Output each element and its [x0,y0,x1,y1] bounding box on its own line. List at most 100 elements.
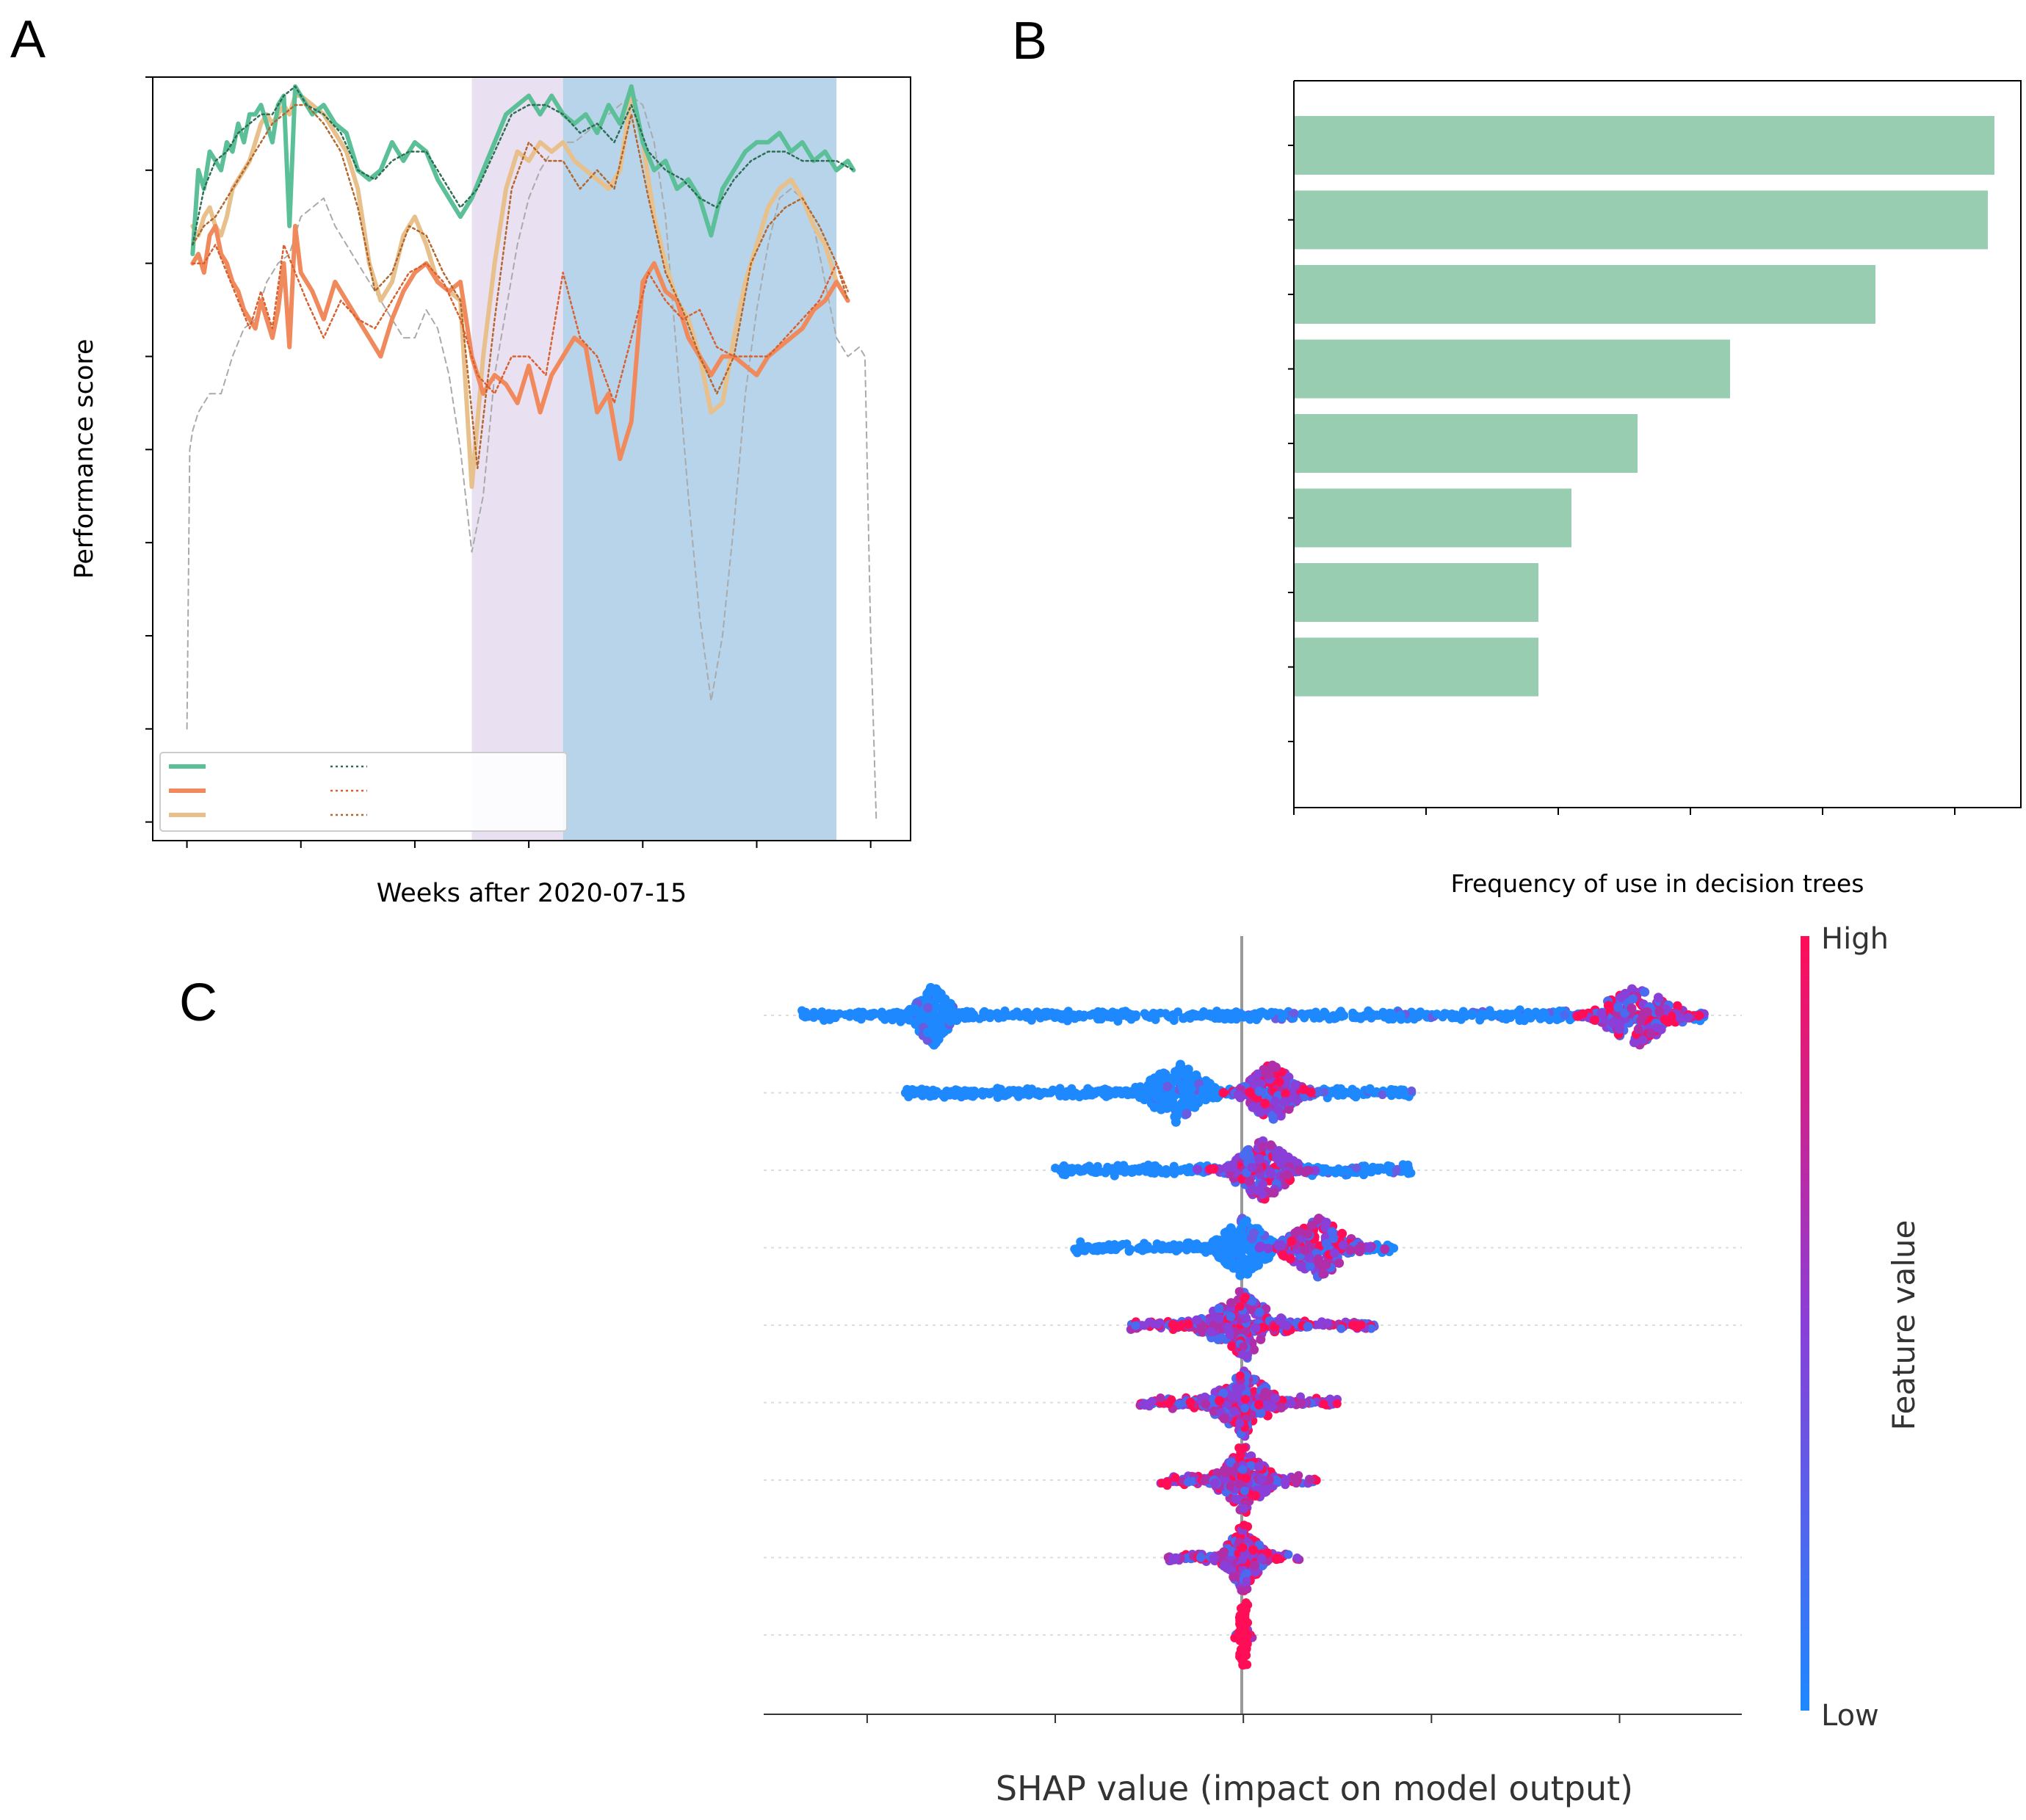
shap-point [1378,1090,1387,1100]
shap-point [1234,1287,1244,1297]
shap-point [1638,1035,1648,1045]
shap-point [1145,1012,1154,1022]
shap-point [1642,1007,1652,1017]
shap-point [1159,1071,1169,1081]
shap-point [1314,1214,1324,1224]
shap-point [1280,1476,1290,1486]
shap-point [1191,1070,1201,1080]
shap-point [1238,1350,1247,1359]
shap-point [979,1008,988,1018]
shap-point [1321,1239,1331,1249]
shap-point [1653,993,1663,1003]
shap-point [1009,1009,1019,1019]
shap-point [1432,1009,1441,1019]
shap-point [905,1007,916,1018]
shap-point [1192,1315,1202,1325]
shap-point [1256,1078,1266,1089]
shap-point [1295,1399,1306,1409]
shap-point [1104,1240,1114,1250]
series-line-auroc [190,84,856,256]
shap-point [1210,1478,1220,1488]
shap-point [1228,1466,1238,1476]
shap-point [1526,1013,1535,1023]
legend-entries [169,764,367,817]
shap-point [1226,1298,1236,1308]
shap-point [1126,1011,1136,1020]
shap-point [1366,1011,1375,1020]
shap-point [1228,1162,1238,1172]
legend-box [159,752,568,832]
shap-point [1171,1473,1180,1482]
shap-point [1337,1008,1347,1018]
shap-point [1627,994,1638,1004]
shap-point [1273,1105,1284,1115]
shap-point [1321,1260,1331,1270]
shap-point [1171,1117,1181,1127]
shap-point [1248,1012,1257,1022]
shap-point [1314,1013,1324,1023]
shap-point [1281,1089,1291,1099]
series-line-norm-mcc [190,223,850,461]
shap-point [1352,1163,1361,1172]
shap-point [1040,1008,1049,1017]
shap-point [1113,1161,1123,1170]
shap-point [1620,1008,1630,1018]
shap-point [1332,1399,1342,1408]
shap-point [1229,1230,1239,1241]
shap-point [1075,1090,1085,1100]
shap-point [1229,1407,1240,1417]
shap-point [1083,1162,1092,1172]
shap-point [1392,1166,1401,1175]
shap-point [1343,1167,1353,1176]
chart-c-x-label: SHAP value (impact on model output) [996,1769,1633,1808]
shap-point [1249,1344,1259,1355]
shap-point [1495,1009,1505,1019]
shap-point [1271,1062,1281,1073]
shap-point [1305,1261,1315,1272]
shap-point [1244,1150,1254,1161]
shap-point [1235,1479,1244,1489]
shap-point [1185,1397,1195,1407]
shap-point [1399,1087,1408,1097]
shap-point [1407,1086,1417,1095]
shap-point [1284,1104,1294,1114]
shap-point [1627,1003,1637,1013]
chart-b-frame [1293,80,2022,808]
shap-point [1140,1321,1149,1330]
shap-point [1367,1324,1376,1333]
shap-point [1219,1547,1229,1557]
shap-point [1321,1217,1331,1228]
shap-point [1175,1399,1184,1409]
shap-point [1296,1261,1306,1272]
shap-point [1239,1504,1248,1513]
shap-point [1184,1238,1194,1247]
shap-point [1183,1011,1193,1020]
shap-point [1656,1024,1666,1034]
shap-point [1247,1162,1257,1172]
shap-point [1198,1084,1209,1095]
shap-point [896,1009,906,1020]
shap-point [1193,1164,1203,1175]
chart-b-x-label: Frequency of use in decision trees [1451,869,1864,898]
shap-point [1156,1393,1165,1402]
series-line-accuracy [190,93,850,489]
shap-point [1270,1393,1281,1404]
shap-point [1149,1102,1159,1112]
shap-point [1025,1090,1035,1099]
shap-point [1093,1161,1102,1171]
shap-point [1660,1015,1670,1025]
shap-point [1227,1391,1237,1402]
shap-point [1023,1008,1032,1017]
colorbar-label: Feature value [1886,1220,1922,1431]
shap-point [930,1031,940,1041]
shap-point [1270,1096,1281,1106]
shap-point [969,1012,979,1022]
shap-point [1654,1007,1665,1017]
shap-point [1477,1009,1486,1019]
shap-point [1226,1311,1236,1322]
shap-point [1353,1323,1362,1333]
shap-point [1237,1646,1247,1656]
chart-a: Weeks after 2020-07-15 Performance score [70,76,911,908]
shap-point [1607,1018,1618,1028]
shap-point [1165,1399,1173,1408]
